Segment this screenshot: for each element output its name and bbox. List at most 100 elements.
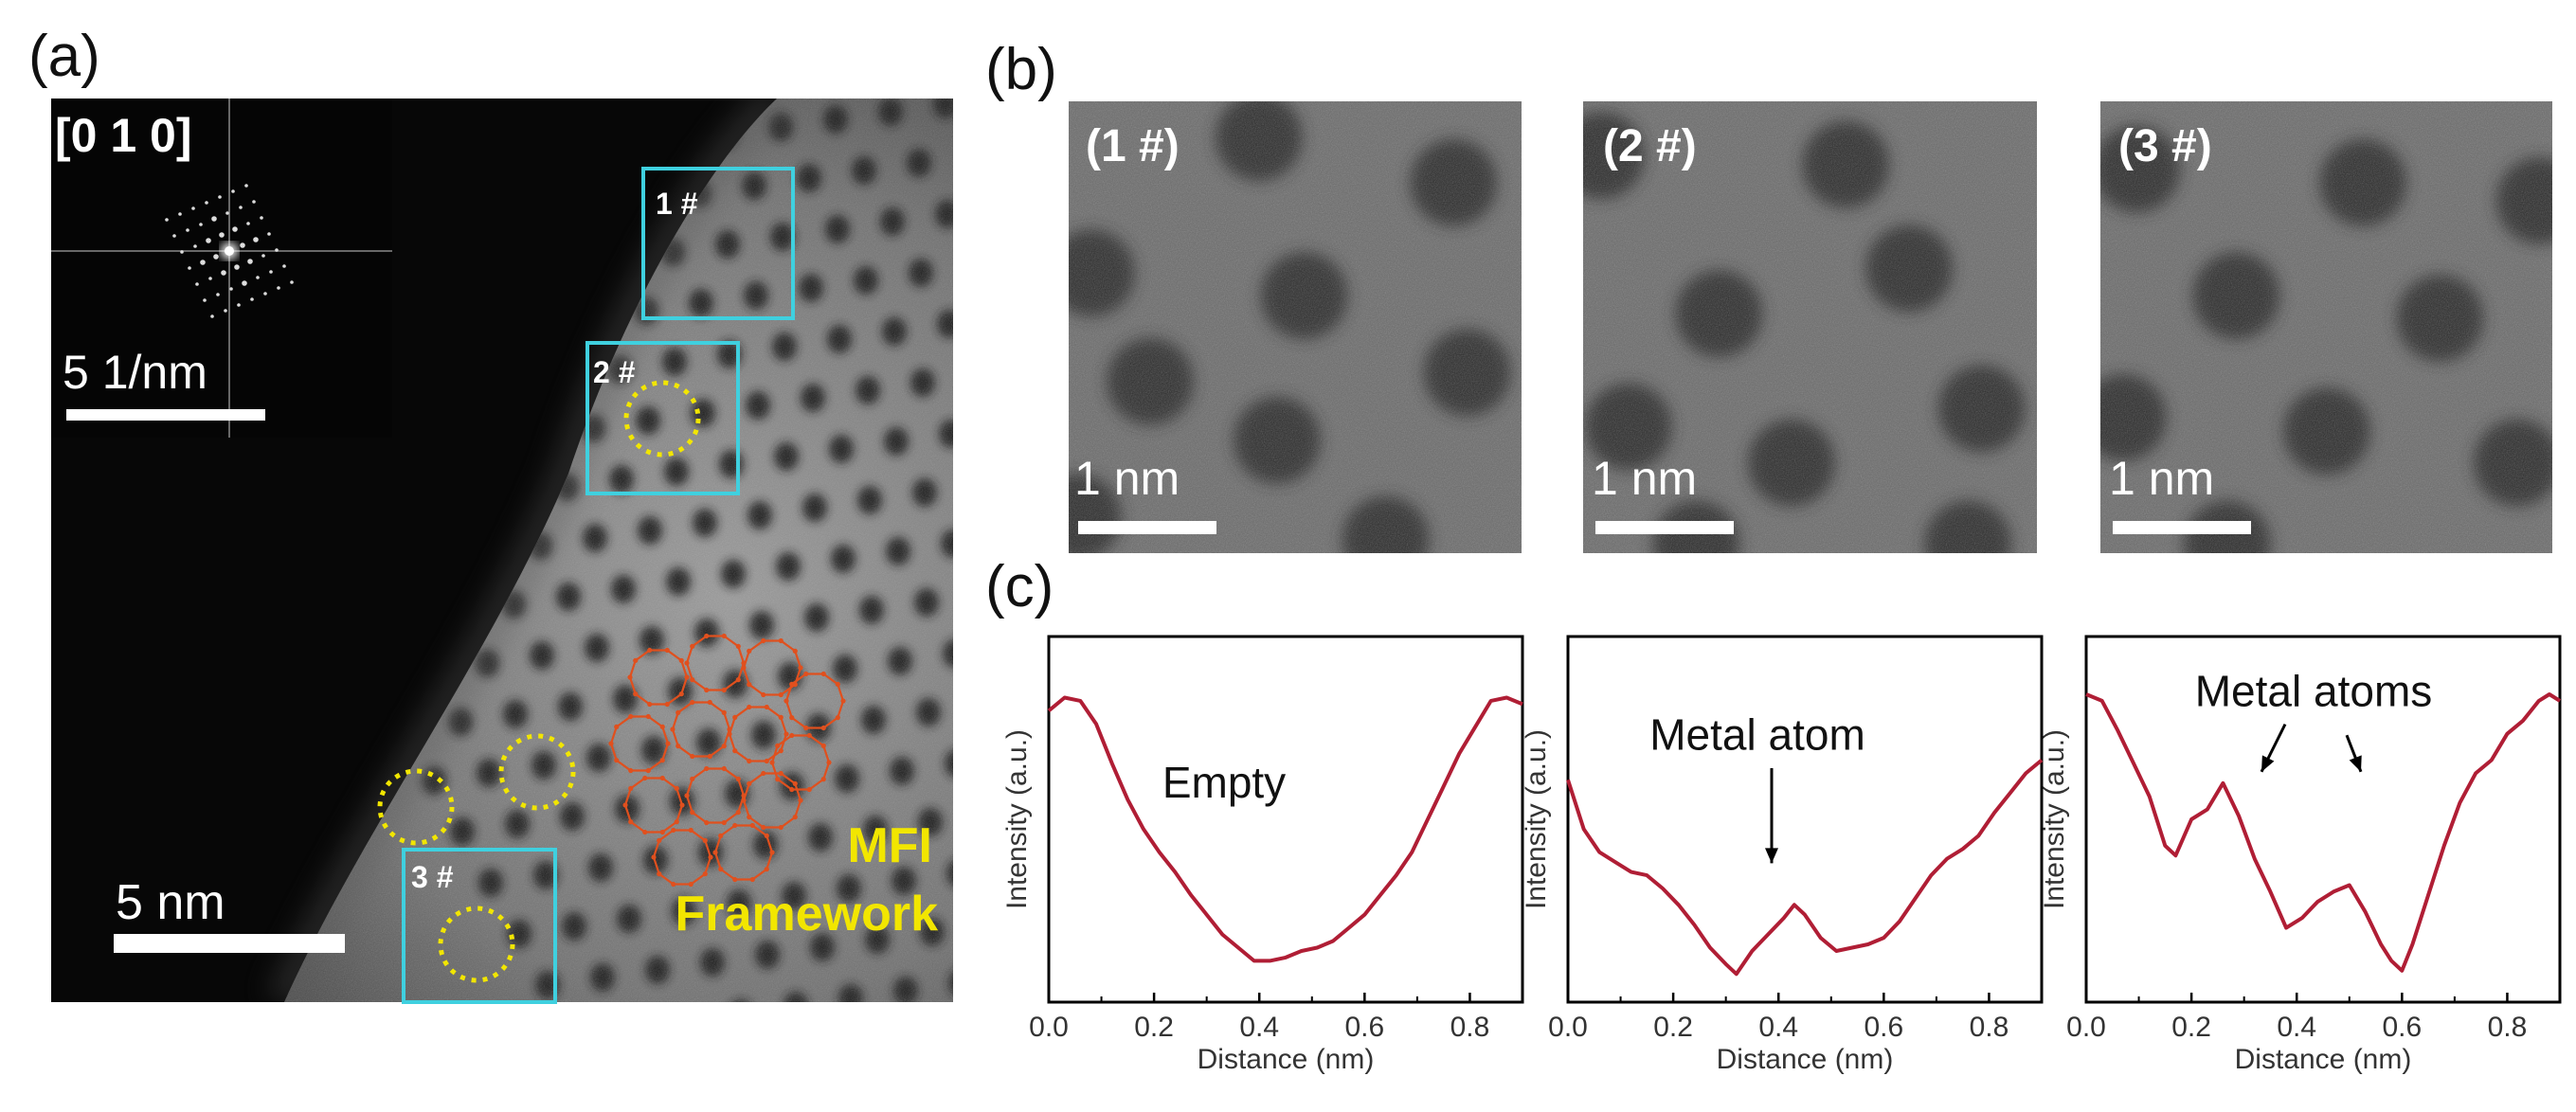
fft-spot: [252, 200, 256, 204]
fft-spot: [205, 201, 208, 205]
profile-line: [2085, 692, 2562, 973]
framework-atom: [792, 780, 798, 786]
mfi-framework-overlay: [608, 633, 846, 888]
x-tick-label: 0.2: [2171, 1012, 2211, 1043]
framework-atom: [735, 810, 741, 816]
fft-spot: [237, 303, 241, 307]
framework-atom: [657, 871, 662, 877]
framework-atom: [647, 701, 653, 708]
fft-spot: [211, 216, 217, 222]
fft-inset: [51, 99, 392, 438]
x-tick-label: 0.4: [1239, 1012, 1279, 1043]
fft-spot: [275, 248, 279, 252]
fft-spot: [253, 237, 259, 242]
framework-atom: [784, 698, 789, 704]
region-box-2: [585, 341, 740, 495]
framework-atom: [778, 770, 784, 777]
atom-circle: [377, 768, 455, 846]
framework-atom: [690, 810, 695, 816]
framework-atom: [659, 724, 665, 729]
fft-spot: [277, 286, 280, 290]
region-box-3-label: 3 #: [411, 860, 454, 894]
tile-2-label: (2 #): [1603, 121, 1697, 171]
annotation-arrow: [2345, 734, 2363, 773]
framework-atom: [778, 637, 784, 644]
fft-spot: [200, 260, 206, 265]
fft-spot: [186, 228, 189, 232]
fft-spot: [290, 280, 294, 284]
framework-atom: [820, 743, 826, 748]
framework-atom: [665, 741, 671, 746]
framework-atom: [633, 691, 639, 697]
fft-spot: [282, 264, 286, 268]
framework-atom: [684, 674, 690, 680]
region-box-2-label: 2 #: [593, 355, 636, 389]
framework-atom: [820, 725, 826, 731]
framework-atom: [732, 876, 738, 883]
fft-spot: [195, 282, 199, 286]
stem-tile-1: [1069, 101, 1522, 553]
fft-spot: [239, 206, 243, 209]
framework-atom: [659, 758, 665, 763]
framework-atom: [671, 881, 676, 888]
framework-atom: [674, 819, 679, 825]
x-tick-label: 0.6: [1344, 1012, 1384, 1043]
framework-atom: [749, 876, 755, 883]
region-box-1-label: 1 #: [656, 187, 698, 221]
framework-atom: [659, 829, 665, 835]
framework-atom: [608, 741, 614, 746]
framework-atom: [778, 748, 784, 754]
framework-atom: [684, 660, 690, 666]
plot-frame: [1047, 635, 1524, 1004]
fft-spot: [234, 264, 240, 270]
fft-spot: [208, 277, 212, 280]
fft-spot: [165, 218, 169, 222]
framework-atom: [628, 713, 634, 720]
framework-atom: [676, 744, 681, 749]
fft-spot: [221, 270, 226, 276]
x-tick-label: 0.0: [1548, 1012, 1588, 1043]
fft-spot: [224, 309, 227, 313]
profile-line: [1566, 758, 2044, 977]
fft-spot: [263, 292, 267, 296]
framework-atom: [676, 709, 681, 715]
framework-atom: [702, 837, 708, 843]
framework-atom: [775, 777, 781, 782]
atom-circle: [623, 380, 701, 457]
framework-atom: [741, 665, 747, 671]
framework-atom: [775, 743, 781, 748]
fft-spot: [240, 242, 245, 248]
framework-atom: [741, 798, 747, 803]
x-tick-label: 0.0: [1029, 1012, 1069, 1043]
pore: [729, 999, 753, 1002]
tile-1-scale-label: 1 nm: [1074, 452, 1180, 505]
framework-atom: [761, 770, 766, 777]
framework-atom: [614, 758, 620, 763]
fft-spot: [260, 216, 263, 220]
framework-atom: [704, 765, 710, 772]
framework-atom: [707, 753, 712, 760]
framework-atom: [826, 760, 832, 765]
x-tick-label: 0.6: [2382, 1012, 2422, 1043]
fft-spot: [250, 297, 254, 301]
framework-atom: [806, 732, 812, 739]
fft-spot: [232, 226, 238, 232]
x-axis-label: Distance (nm): [2235, 1044, 2412, 1075]
framework-atom: [679, 802, 685, 808]
x-tick-label: 0.8: [1450, 1012, 1490, 1043]
fft-spot: [219, 232, 225, 238]
framework-atom: [792, 815, 798, 820]
framework-atom: [778, 691, 784, 698]
tile-2-scale-bar: [1595, 521, 1734, 534]
fft-scale-label: 5 1/nm: [63, 346, 207, 399]
atom-circle: [498, 733, 576, 811]
framework-atom: [792, 648, 798, 654]
stem-image-a: [51, 99, 953, 1002]
framework-atom: [784, 731, 789, 737]
framework-atom: [704, 819, 710, 826]
framework-atom: [721, 633, 727, 639]
fft-spot: [225, 211, 229, 215]
fft-spot: [261, 254, 265, 258]
x-tick-label: 0.8: [1970, 1012, 2009, 1043]
framework-atom: [789, 786, 795, 793]
